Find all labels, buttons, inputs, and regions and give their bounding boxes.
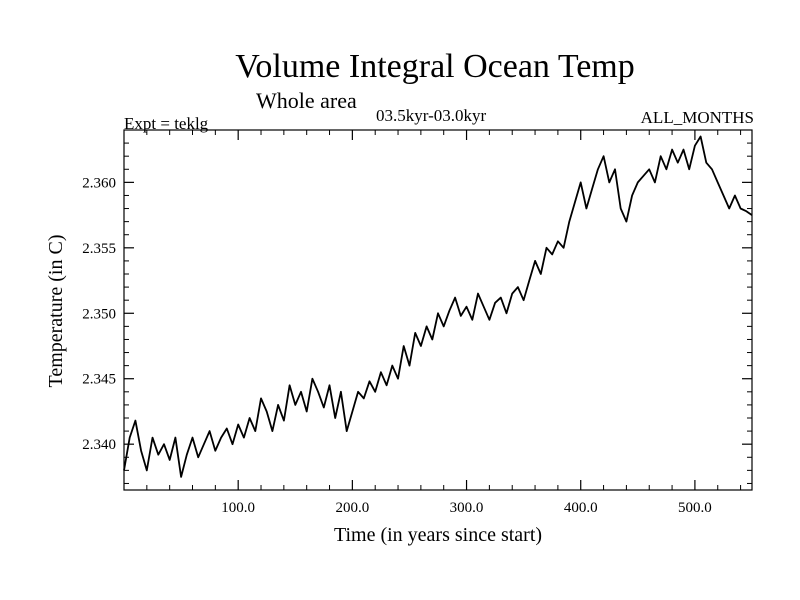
- axis-ticks: [124, 129, 752, 490]
- plot-frame: [123, 129, 753, 491]
- experiment-label: Expt = teklg: [124, 114, 209, 133]
- chart-title: Volume Integral Ocean Temp: [235, 48, 635, 85]
- y-tick-label: 2.345: [82, 372, 116, 388]
- x-tick-label: 300.0: [450, 500, 484, 516]
- x-tick-labels: 100.0 200.0 300.0 400.0 500.0: [221, 500, 711, 516]
- y-tick-label: 2.340: [82, 437, 116, 453]
- x-tick-label: 400.0: [564, 500, 598, 516]
- period-label: 03.5kyr-03.0kyr: [376, 106, 487, 125]
- months-label: ALL_MONTHS: [640, 108, 754, 127]
- series-line-ocean-temp: [123, 135, 753, 478]
- y-axis-label: Temperature (in C): [45, 235, 67, 388]
- x-axis-label: Time (in years since start): [334, 524, 542, 546]
- x-tick-label: 500.0: [678, 500, 712, 516]
- y-tick-label: 2.360: [82, 175, 116, 191]
- y-tick-labels: 2.340 2.345 2.350 2.355 2.360: [82, 175, 116, 453]
- x-tick-label: 100.0: [221, 500, 255, 516]
- chart-subtitle: Whole area: [256, 88, 357, 113]
- y-tick-label: 2.355: [82, 241, 116, 257]
- y-tick-label: 2.350: [82, 306, 116, 322]
- x-tick-label: 200.0: [335, 500, 369, 516]
